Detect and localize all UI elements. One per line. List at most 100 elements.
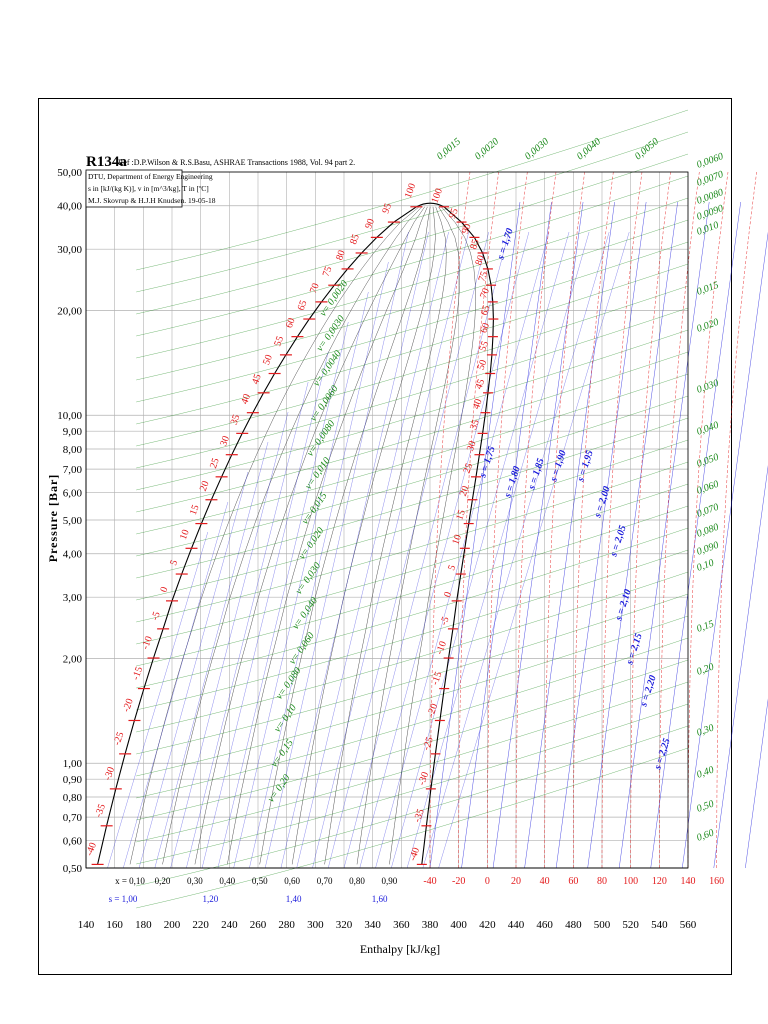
entropy-vapor-label: s = 2,00 bbox=[592, 485, 613, 520]
vapor-temperature-label: 140 bbox=[681, 876, 696, 887]
volume-line bbox=[136, 373, 689, 535]
axis-layer: 0,50 0,60 0,70 0,80 0,90 1,00 2,00 3,00 4,00 5,00… bbox=[57, 167, 697, 931]
x-axis-title: Enthalpy [kJ/kg] bbox=[360, 942, 440, 956]
sat-temperature-right-label: 30 bbox=[465, 440, 479, 453]
sat-temperature-left-label: -40 bbox=[84, 841, 99, 857]
volume-top-label: 0,0030 bbox=[523, 136, 551, 162]
entropy-line bbox=[264, 231, 409, 869]
volume-line bbox=[136, 703, 689, 865]
entropy-line bbox=[343, 231, 510, 869]
volume-line bbox=[136, 395, 689, 557]
saturation-dome bbox=[97, 202, 494, 865]
entropy-line bbox=[438, 231, 630, 869]
y-tick-label: 10,00 bbox=[57, 410, 82, 422]
isoline-layer bbox=[107, 109, 768, 909]
volume-line bbox=[136, 439, 689, 601]
sat-temperature-right-label: 5 bbox=[446, 564, 458, 572]
vapor-temperature-label: 120 bbox=[652, 876, 667, 887]
vapor-entropy-line bbox=[682, 231, 768, 869]
entropy-line bbox=[107, 531, 209, 869]
sat-temperature-left-label: 20 bbox=[198, 480, 212, 493]
volume-line bbox=[136, 483, 689, 645]
volume-line bbox=[136, 417, 689, 579]
vapor-entropy-line bbox=[713, 465, 768, 869]
x-tick-label: 400 bbox=[450, 919, 467, 931]
sat-temperature-right-label: 65 bbox=[479, 304, 493, 317]
x-tick-label: 140 bbox=[78, 919, 95, 931]
sat-temperature-right-label: 60 bbox=[478, 322, 492, 335]
volume-right-label: 0,040 bbox=[695, 420, 720, 438]
sat-temperature-left-label: -25 bbox=[112, 731, 127, 747]
entropy-line bbox=[296, 231, 449, 869]
sat-temperature-left-label: 55 bbox=[272, 335, 286, 348]
quality-line bbox=[356, 206, 461, 865]
sat-temperature-right-label: -30 bbox=[416, 771, 431, 787]
x-tick-label: 200 bbox=[164, 919, 181, 931]
volume-line bbox=[136, 197, 689, 359]
vapor-temperature-label: 100 bbox=[623, 876, 638, 887]
vapor-entropy-line bbox=[650, 201, 741, 869]
volume-label: v= 0,060 bbox=[287, 631, 317, 667]
entropy-line bbox=[422, 231, 610, 869]
entropy-line bbox=[201, 351, 329, 869]
quality-line bbox=[194, 206, 425, 865]
volume-right-label: 0,080 bbox=[695, 522, 720, 540]
volume-line bbox=[136, 659, 689, 821]
entropy-line bbox=[375, 231, 550, 869]
entropy-line bbox=[312, 231, 469, 869]
saturation-dome-layer bbox=[97, 202, 494, 865]
vapor-entropy-line bbox=[745, 698, 768, 869]
volume-right-label: 0,060 bbox=[695, 479, 720, 497]
vapor-isotherm bbox=[429, 171, 471, 869]
volume-line bbox=[136, 461, 689, 623]
sat-temperature-right-label: -10 bbox=[434, 640, 449, 656]
vapor-isotherm bbox=[487, 171, 528, 869]
quality-label: 0,40 bbox=[219, 876, 235, 886]
sat-temperature-right-label: 10 bbox=[450, 533, 464, 546]
sat-temperature-right-label: -20 bbox=[425, 702, 440, 718]
volume-line bbox=[136, 109, 689, 271]
sat-temperature-right-label: 75 bbox=[477, 270, 491, 283]
vapor-temperature-label: 20 bbox=[511, 876, 521, 887]
vapor-isotherm bbox=[687, 171, 729, 869]
vapor-isotherm bbox=[515, 171, 557, 869]
y-tick-label: 3,00 bbox=[63, 592, 83, 604]
y-tick-label: 0,70 bbox=[63, 812, 83, 824]
sat-temperature-left-label: 70 bbox=[308, 282, 322, 295]
entropy-line bbox=[170, 411, 289, 869]
y-tick-label: 0,60 bbox=[63, 835, 83, 847]
volume-line bbox=[136, 505, 689, 667]
vapor-isotherm bbox=[601, 171, 643, 869]
sat-temperature-right-label: -25 bbox=[421, 736, 436, 752]
sat-temperature-left-label: 100 bbox=[403, 182, 418, 200]
entropy-line bbox=[406, 231, 590, 869]
quality-line bbox=[227, 206, 428, 865]
y-tick-label: 8,00 bbox=[63, 444, 83, 456]
volume-right-label: 0,020 bbox=[695, 317, 720, 335]
entropy-vapor-label: s = 2,15 bbox=[624, 632, 645, 667]
sat-temperature-left-label: -10 bbox=[140, 635, 155, 651]
sat-temperature-right-label: 40 bbox=[471, 398, 485, 411]
sat-temperature-right-label: 100 bbox=[430, 187, 445, 205]
volume-top-label: 0,0040 bbox=[575, 136, 603, 162]
sat-temperature-right-label: 50 bbox=[476, 358, 490, 371]
x-tick-label: 260 bbox=[250, 919, 267, 931]
volume-right-label: 0,20 bbox=[695, 661, 715, 677]
volume-line bbox=[136, 241, 689, 403]
vapor-temperature-label: -40 bbox=[423, 876, 436, 887]
volume-right-label: 0,070 bbox=[695, 502, 720, 520]
entropy-line bbox=[123, 501, 229, 869]
sat-temperature-right-label: 45 bbox=[474, 378, 488, 391]
sat-temperature-left-label: -35 bbox=[93, 803, 108, 819]
x-tick-label: 480 bbox=[565, 919, 582, 931]
volume-label: v= 0,0080 bbox=[305, 419, 338, 459]
y-tick-label: 20,00 bbox=[57, 305, 82, 317]
volume-right-label: 0,050 bbox=[695, 452, 720, 470]
vapor-isotherm bbox=[573, 171, 614, 869]
volume-line bbox=[136, 329, 689, 491]
vapor-temperature-label: -20 bbox=[452, 876, 465, 887]
vapor-entropy-line bbox=[429, 201, 521, 869]
y-tick-label: 40,00 bbox=[57, 201, 82, 213]
y-tick-label: 0,90 bbox=[63, 774, 83, 786]
sat-temperature-left-label: 5 bbox=[168, 559, 180, 567]
